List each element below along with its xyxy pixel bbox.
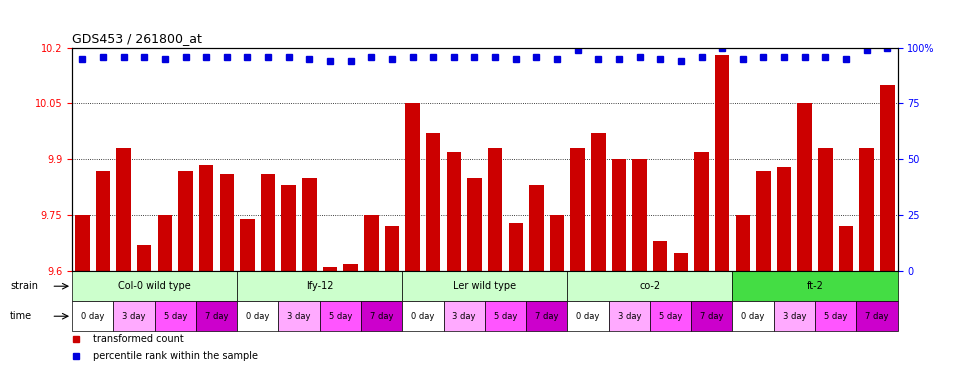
Bar: [220, 174, 234, 271]
Bar: [72, 301, 113, 331]
Bar: [485, 301, 526, 331]
Text: transformed count: transformed count: [92, 334, 183, 344]
Bar: [240, 219, 254, 271]
Text: 3 day: 3 day: [122, 312, 146, 321]
Text: lfy-12: lfy-12: [306, 281, 333, 291]
Bar: [361, 301, 402, 331]
Text: 5 day: 5 day: [163, 312, 187, 321]
Bar: [774, 301, 815, 331]
Bar: [237, 271, 402, 301]
Bar: [385, 227, 399, 271]
Bar: [278, 301, 320, 331]
Bar: [650, 301, 691, 331]
Bar: [196, 301, 237, 331]
Bar: [509, 223, 523, 271]
Bar: [281, 186, 296, 271]
Text: 7 day: 7 day: [204, 312, 228, 321]
Bar: [344, 264, 358, 271]
Text: 0 day: 0 day: [246, 312, 270, 321]
Text: 0 day: 0 day: [411, 312, 435, 321]
Bar: [567, 301, 609, 331]
Bar: [526, 301, 567, 331]
Text: percentile rank within the sample: percentile rank within the sample: [92, 351, 257, 361]
Bar: [674, 253, 688, 271]
Bar: [323, 268, 337, 271]
Text: Col-0 wild type: Col-0 wild type: [118, 281, 191, 291]
Bar: [468, 178, 482, 271]
Text: 0 day: 0 day: [741, 312, 765, 321]
Bar: [113, 301, 155, 331]
Bar: [402, 301, 444, 331]
Bar: [732, 301, 774, 331]
Bar: [179, 171, 193, 271]
Text: 7 day: 7 day: [865, 312, 889, 321]
Bar: [488, 148, 502, 271]
Bar: [444, 301, 485, 331]
Text: Ler wild type: Ler wild type: [453, 281, 516, 291]
Text: ft-2: ft-2: [806, 281, 824, 291]
Bar: [446, 152, 461, 271]
Bar: [777, 167, 791, 271]
Bar: [591, 133, 606, 271]
Bar: [405, 104, 420, 271]
Bar: [320, 301, 361, 331]
Text: 3 day: 3 day: [617, 312, 641, 321]
Bar: [567, 271, 732, 301]
Bar: [137, 245, 152, 271]
Bar: [550, 215, 564, 271]
Text: 5 day: 5 day: [328, 312, 352, 321]
Bar: [426, 133, 441, 271]
Bar: [756, 171, 771, 271]
Bar: [261, 174, 276, 271]
Text: 3 day: 3 day: [782, 312, 806, 321]
Text: 7 day: 7 day: [370, 312, 394, 321]
Text: co-2: co-2: [639, 281, 660, 291]
Bar: [199, 165, 213, 271]
Bar: [155, 301, 196, 331]
Bar: [653, 242, 667, 271]
Bar: [859, 148, 874, 271]
Bar: [798, 104, 812, 271]
Text: strain: strain: [10, 281, 38, 291]
Text: 5 day: 5 day: [493, 312, 517, 321]
Bar: [735, 215, 750, 271]
Text: 7 day: 7 day: [700, 312, 724, 321]
Bar: [715, 55, 730, 271]
Bar: [75, 215, 89, 271]
Bar: [157, 215, 172, 271]
Bar: [612, 159, 626, 271]
Bar: [880, 85, 895, 271]
Bar: [694, 152, 708, 271]
Bar: [633, 159, 647, 271]
Bar: [402, 271, 567, 301]
Bar: [237, 301, 278, 331]
Text: 5 day: 5 day: [824, 312, 848, 321]
Text: 7 day: 7 day: [535, 312, 559, 321]
Text: 5 day: 5 day: [659, 312, 683, 321]
Text: GDS453 / 261800_at: GDS453 / 261800_at: [72, 32, 202, 45]
Bar: [116, 148, 131, 271]
Bar: [529, 186, 543, 271]
Bar: [570, 148, 585, 271]
Text: 3 day: 3 day: [452, 312, 476, 321]
Bar: [96, 171, 110, 271]
Bar: [839, 227, 853, 271]
Bar: [815, 301, 856, 331]
Bar: [856, 301, 898, 331]
Text: 3 day: 3 day: [287, 312, 311, 321]
Bar: [818, 148, 832, 271]
Bar: [302, 178, 317, 271]
Text: 0 day: 0 day: [576, 312, 600, 321]
Bar: [609, 301, 650, 331]
Text: time: time: [10, 311, 33, 321]
Bar: [364, 215, 378, 271]
Text: 0 day: 0 day: [81, 312, 105, 321]
Bar: [691, 301, 732, 331]
Bar: [732, 271, 898, 301]
Bar: [72, 271, 237, 301]
